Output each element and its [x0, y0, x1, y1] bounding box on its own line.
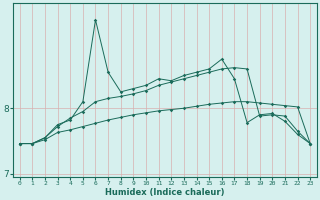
X-axis label: Humidex (Indice chaleur): Humidex (Indice chaleur) — [105, 188, 225, 197]
